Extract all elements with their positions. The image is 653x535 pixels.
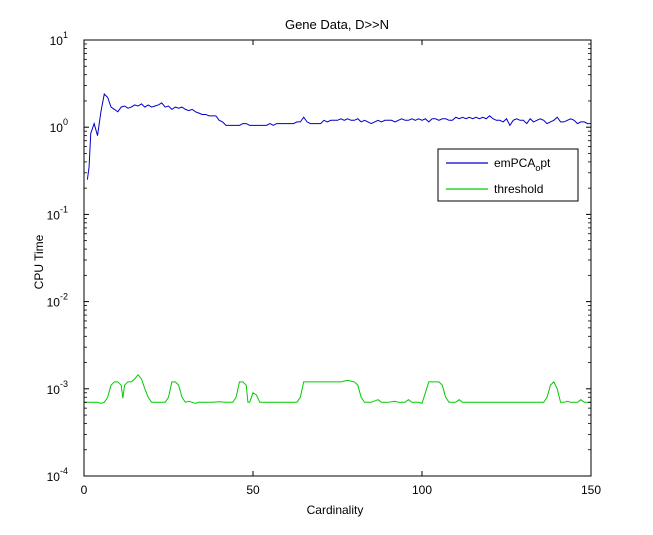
x-tick-label: 150 — [581, 483, 601, 497]
x-tick-label: 100 — [412, 483, 432, 497]
y-tick-label: 10-1 — [47, 204, 68, 222]
x-axis-label: Cardinality — [307, 503, 364, 517]
series-line-empcaopt — [86, 93, 591, 180]
y-axis-label: CPU Time — [32, 234, 46, 289]
legend-label-threshold: threshold — [494, 182, 543, 196]
series-line-threshold — [84, 373, 591, 405]
legend-box — [437, 148, 579, 202]
y-axis-ticks: 101 100 10-1 10-2 10-3 10-4 — [47, 30, 591, 484]
x-axis-ticks: 0 50 100 150 — [81, 40, 601, 497]
plot-frame — [83, 39, 592, 477]
y-tick-label: 10-3 — [47, 379, 68, 397]
plot-area — [84, 40, 591, 476]
series-layer — [84, 93, 591, 405]
legend-label-empcaopt: emPCAopt — [494, 156, 551, 173]
y-tick-label: 101 — [50, 30, 68, 48]
x-tick-label: 0 — [81, 483, 88, 497]
y-tick-label: 100 — [50, 117, 68, 135]
y-tick-label: 10-4 — [47, 466, 68, 484]
x-tick-label: 50 — [246, 483, 260, 497]
chart-title: Gene Data, D>>N — [285, 17, 389, 32]
legend: emPCAopt threshold — [437, 148, 579, 202]
y-tick-label: 10-2 — [47, 292, 68, 310]
